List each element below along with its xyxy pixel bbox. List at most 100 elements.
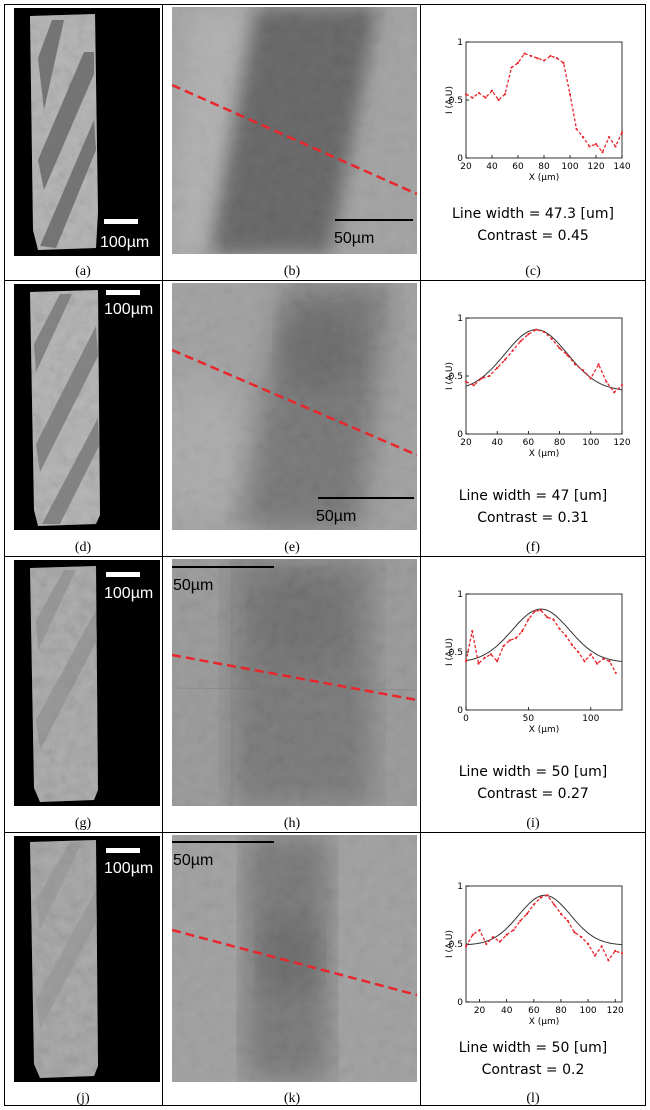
profile-point bbox=[559, 912, 563, 915]
profile-point bbox=[546, 616, 549, 619]
scalebar-label: 100µm bbox=[104, 301, 153, 318]
x-tick-label: 120 bbox=[587, 162, 604, 172]
profile-point bbox=[471, 630, 474, 633]
x-tick-label: 120 bbox=[613, 438, 630, 448]
scalebar bbox=[104, 219, 138, 224]
profile-chart-1: 20 40 60 80 100 120 0 0.5 1 X (µm) I (A.U) Line wid… bbox=[445, 314, 631, 526]
scalebar-label: 50µm bbox=[316, 508, 356, 525]
x-tick-label: 100 bbox=[561, 162, 578, 172]
profile-point bbox=[519, 919, 522, 922]
x-tick-label: 40 bbox=[486, 162, 498, 172]
profile-point bbox=[521, 630, 524, 633]
profile-point bbox=[535, 328, 538, 331]
profile-point bbox=[570, 643, 574, 647]
plot-frame bbox=[465, 593, 623, 711]
profile-point bbox=[503, 358, 507, 361]
profile-point bbox=[471, 96, 474, 99]
scalebar bbox=[106, 572, 140, 577]
panel-label-i: (i) bbox=[526, 816, 540, 831]
profile-point bbox=[583, 660, 586, 663]
profile-point bbox=[527, 333, 530, 336]
profile-point bbox=[488, 374, 491, 378]
profile-point bbox=[620, 131, 624, 134]
sample-image-j: 100µm bbox=[14, 836, 160, 1082]
table-grid bbox=[4, 4, 646, 1106]
profile-point bbox=[566, 919, 569, 922]
y-tick-label: 0 bbox=[457, 998, 463, 1008]
y-tick-label: 0.5 bbox=[449, 96, 463, 106]
profile-point bbox=[566, 354, 569, 357]
stripe-band bbox=[42, 418, 99, 524]
scalebar bbox=[172, 566, 274, 568]
intensity-profile-line bbox=[465, 894, 623, 962]
y-tick-label: 0 bbox=[457, 154, 463, 164]
profile-point bbox=[552, 618, 555, 621]
profile-point bbox=[497, 98, 500, 102]
panel-label-e: (e) bbox=[284, 540, 300, 555]
y-axis-label: I (A.U) bbox=[445, 638, 455, 666]
x-tick-label: 60 bbox=[523, 438, 535, 448]
profile-point bbox=[614, 949, 617, 953]
line-width-annotation: Line width = 47.3 [um] bbox=[452, 206, 614, 222]
stripe-band bbox=[40, 120, 96, 248]
zoom-image-k: 50µm bbox=[172, 835, 417, 1082]
y-axis-label: I (A.U) bbox=[445, 930, 455, 958]
profile-point bbox=[480, 377, 483, 380]
profile-point bbox=[549, 54, 552, 58]
profile-point bbox=[529, 54, 533, 58]
profile-point bbox=[614, 671, 617, 674]
profile-point bbox=[613, 391, 616, 394]
profile-point bbox=[546, 894, 549, 897]
profile-point bbox=[536, 57, 539, 60]
line-width-annotation: Line width = 47 [um] bbox=[459, 488, 608, 504]
stripe-band bbox=[36, 570, 76, 650]
panel-label-l: (l) bbox=[526, 1091, 540, 1106]
x-tick-label: 140 bbox=[613, 162, 630, 172]
plot-frame bbox=[465, 885, 623, 1003]
profile-point bbox=[490, 89, 494, 92]
profile-chart-0: 20 40 60 80 100 120 140 0 0.5 1 X (µm) I (A.U) Line … bbox=[445, 38, 631, 244]
y-axis-label: I (A.U) bbox=[445, 362, 455, 390]
y-tick-label: 0 bbox=[457, 430, 463, 440]
profile-point bbox=[581, 369, 585, 372]
profile-point bbox=[575, 127, 578, 131]
y-tick-label: 1 bbox=[457, 38, 463, 48]
profile-point bbox=[607, 959, 610, 962]
profile-point bbox=[550, 337, 553, 340]
line-width-annotation: Line width = 50 [um] bbox=[459, 1040, 608, 1056]
profile-point bbox=[477, 91, 481, 95]
scalebar-label: 100µm bbox=[104, 585, 153, 602]
x-axis-label: X (µm) bbox=[529, 725, 560, 735]
x-tick-label: 80 bbox=[555, 1006, 567, 1016]
profile-point bbox=[608, 660, 611, 663]
sample-image-g: 100µm bbox=[14, 560, 160, 806]
profile-point bbox=[542, 330, 546, 334]
profile-point bbox=[489, 653, 493, 656]
profile-point bbox=[505, 933, 508, 936]
contrast-annotation: Contrast = 0.27 bbox=[477, 786, 589, 802]
profile-point bbox=[532, 903, 535, 906]
profile-line bbox=[172, 83, 417, 196]
contrast-annotation: Contrast = 0.2 bbox=[482, 1062, 585, 1078]
profile-point bbox=[464, 660, 468, 663]
x-axis-label: X (µm) bbox=[529, 173, 560, 183]
profile-point bbox=[512, 928, 515, 932]
profile-point bbox=[593, 954, 596, 957]
y-tick-label: 0 bbox=[457, 706, 463, 716]
stripe-band bbox=[38, 52, 94, 190]
profile-point bbox=[595, 662, 599, 665]
profile-point bbox=[496, 366, 499, 369]
sample-image-a: 100µm bbox=[14, 8, 160, 256]
profile-point bbox=[577, 650, 580, 654]
profile-point bbox=[588, 145, 591, 148]
profile-point bbox=[539, 609, 542, 612]
profile-point bbox=[555, 57, 559, 60]
profile-point bbox=[574, 363, 577, 366]
profile-point bbox=[519, 340, 522, 343]
profile-point bbox=[589, 377, 592, 380]
profile-point bbox=[614, 145, 617, 148]
x-tick-label: 20 bbox=[460, 438, 472, 448]
x-tick-label: 20 bbox=[460, 162, 472, 172]
profile-point bbox=[508, 639, 511, 642]
x-tick-label: 40 bbox=[491, 438, 503, 448]
